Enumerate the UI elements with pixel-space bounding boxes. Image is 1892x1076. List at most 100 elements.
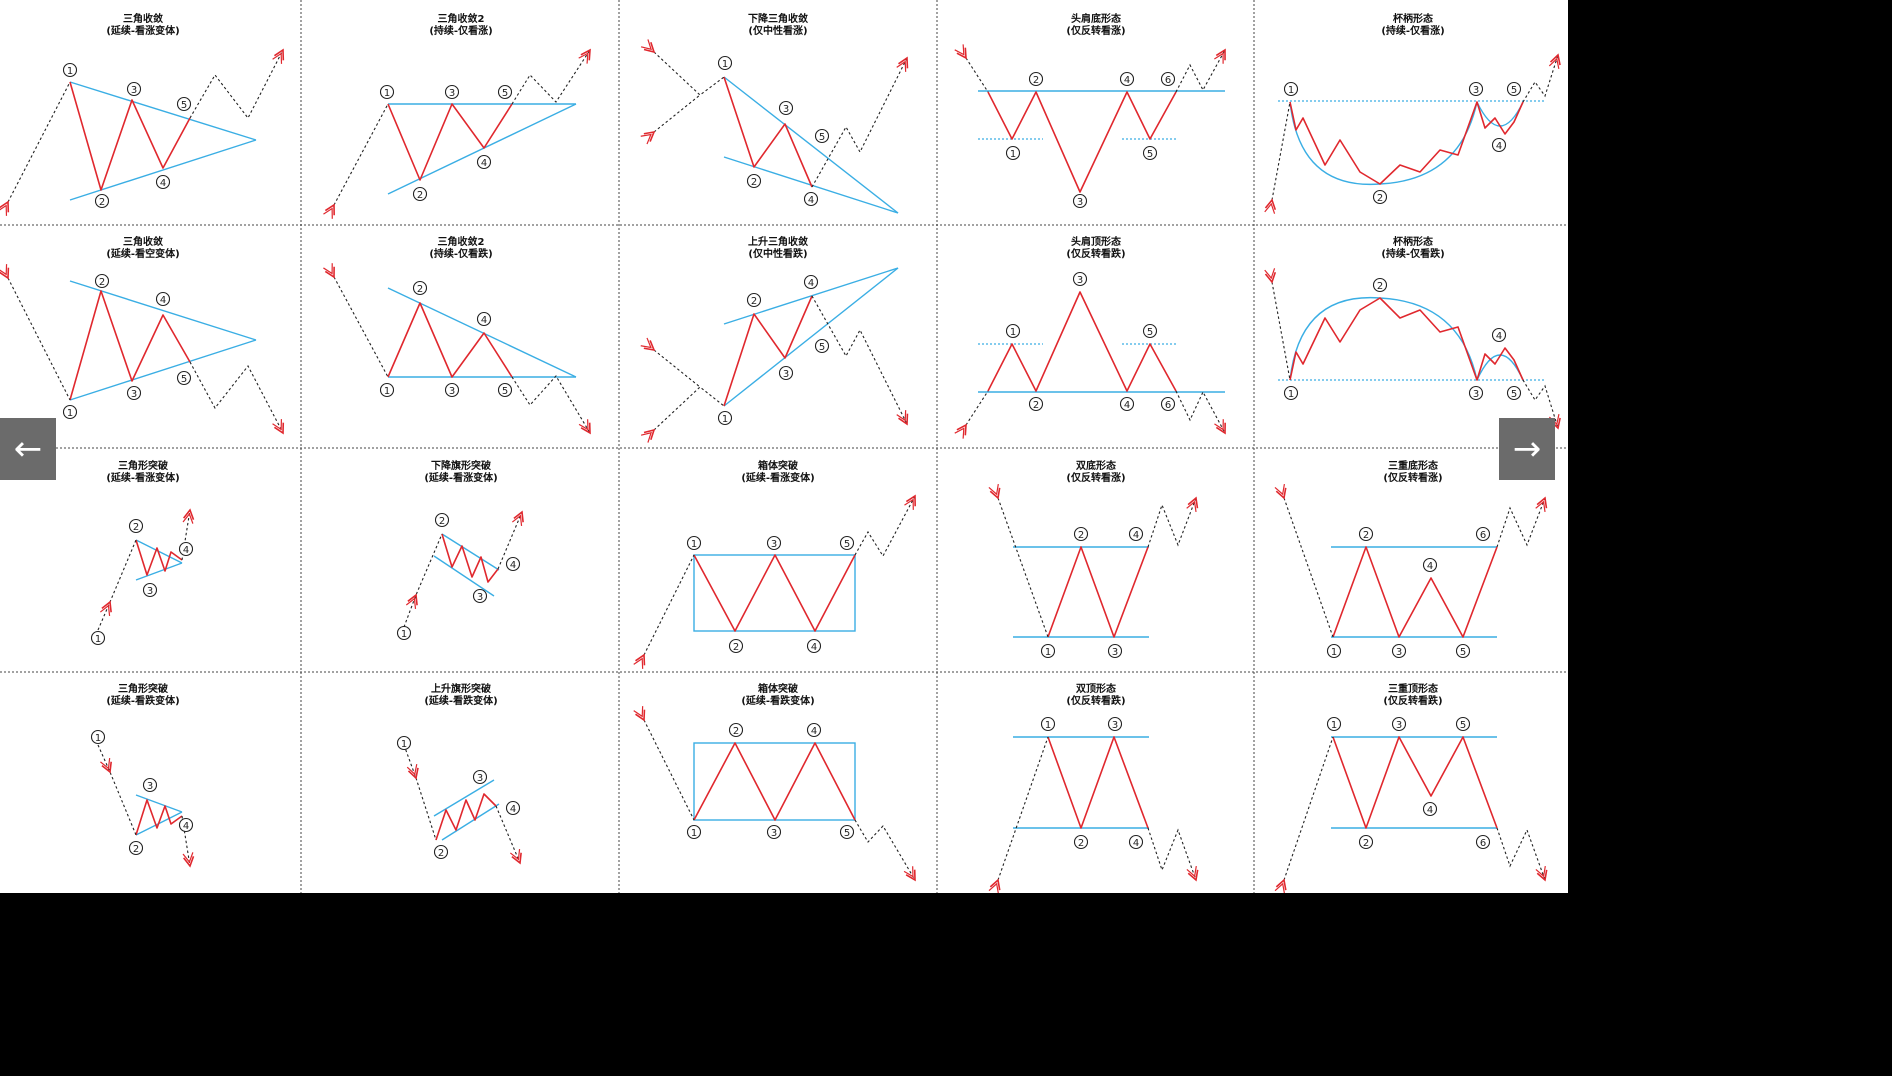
previous-image-button[interactable]: ← <box>0 418 56 480</box>
point-label: 5 <box>844 828 850 839</box>
trendline <box>433 555 495 597</box>
next-image-button[interactable]: → <box>1499 418 1555 480</box>
point-marker: 5 <box>839 824 855 840</box>
point-label: 1 <box>1045 647 1051 658</box>
arrow-head-stroke <box>956 47 967 60</box>
point-label: 3 <box>783 369 789 380</box>
pattern-triangle-bullish: 1 2 3 4 5 <box>0 48 285 216</box>
pattern-title: 下降旗形突破 <box>431 459 491 472</box>
pattern-double-bottom: 1 2 3 4 <box>988 483 1199 659</box>
pattern-title-block: 杯柄形态(持续-仅看跌) <box>1381 235 1444 260</box>
arrow-head-stroke <box>1536 496 1548 509</box>
price-path <box>333 103 389 206</box>
point-label: 4 <box>811 642 817 653</box>
pattern-subtitle: (延续-看跌变体) <box>424 694 497 707</box>
arrow-head-stroke <box>1214 419 1224 431</box>
chart-pattern-board: 三角收敛 (延续-看涨变体) 三角收敛2 (持续-仅看涨) 下降三角收敛 (仅中性看涨) 头… <box>0 0 1568 893</box>
pattern-line <box>135 539 183 576</box>
point-marker: 3 <box>126 385 142 401</box>
point-marker-ring <box>90 630 106 646</box>
point-marker-ring <box>1422 557 1438 573</box>
pattern-title: 三角收敛2 <box>438 12 485 25</box>
point-label: 1 <box>1010 149 1016 160</box>
point-label: 1 <box>1045 720 1051 731</box>
arrow-head-stroke <box>406 763 418 776</box>
point-marker: 4 <box>1422 557 1438 573</box>
price-path <box>181 509 191 561</box>
trendline <box>387 287 577 378</box>
point-label: 4 <box>1427 805 1433 816</box>
point-marker-ring <box>1506 385 1522 401</box>
price-path <box>403 744 437 841</box>
point-label: 4 <box>1133 838 1139 849</box>
cup-curve <box>1289 296 1478 381</box>
point-marker: 4 <box>803 191 819 207</box>
point-marker-ring <box>803 274 819 290</box>
point-label: 1 <box>1331 647 1337 658</box>
point-label: 2 <box>99 197 105 208</box>
point-marker-ring <box>396 625 412 641</box>
point-label: 2 <box>1033 75 1039 86</box>
pattern-title-block: 上升三角收敛(仅中性看跌) <box>748 235 808 260</box>
point-marker-ring <box>1142 145 1158 161</box>
point-marker: 3 <box>1468 81 1484 97</box>
price-path <box>511 49 591 105</box>
pattern-title: 三角形突破 <box>118 682 168 695</box>
arrow-head-stroke <box>1275 878 1287 891</box>
price-path <box>811 57 908 188</box>
point-label: 2 <box>733 726 739 737</box>
point-marker: 3 <box>766 824 782 840</box>
price-path <box>181 815 191 867</box>
pattern-rectangle-bearish: 1 2 3 4 5 <box>633 706 916 882</box>
point-label: 4 <box>481 315 487 326</box>
pattern-title-block: 下降三角收敛(仅中性看涨) <box>748 12 808 37</box>
point-marker-ring <box>155 291 171 307</box>
point-marker-ring <box>806 638 822 654</box>
point-marker-ring <box>476 154 492 170</box>
trendline <box>723 76 899 214</box>
pattern-subtitle: (延续-看跌变体) <box>741 694 814 707</box>
point-marker-ring <box>1005 323 1021 339</box>
point-marker: 2 <box>728 638 744 654</box>
cup-curve <box>1289 101 1478 186</box>
point-marker: 3 <box>444 84 460 100</box>
point-marker-ring <box>1073 526 1089 542</box>
point-marker-ring <box>1283 81 1299 97</box>
point-label: 3 <box>147 781 153 792</box>
point-marker: 6 <box>1475 526 1491 542</box>
point-marker-ring <box>728 638 744 654</box>
arrow-head-stroke <box>324 203 335 216</box>
price-path <box>1271 281 1291 381</box>
point-marker: 5 <box>1455 716 1471 732</box>
point-label: 5 <box>181 374 187 385</box>
arrow-head-stroke <box>1264 268 1276 280</box>
point-marker: 2 <box>412 186 428 202</box>
arrow-head-stroke <box>1275 487 1287 500</box>
point-label: 4 <box>1496 331 1502 342</box>
arrow-head-stroke <box>633 657 644 669</box>
pattern-title-block: 三角收敛(延续-看空变体) <box>106 235 179 260</box>
point-marker: 3 <box>1107 643 1123 659</box>
point-marker: 2 <box>434 512 450 528</box>
point-label: 4 <box>808 278 814 289</box>
point-marker-ring <box>766 535 782 551</box>
arrow-head-icon <box>323 263 335 279</box>
point-marker-ring <box>1491 327 1507 343</box>
arrow-head-stroke <box>323 263 333 275</box>
point-marker-ring <box>814 128 830 144</box>
point-marker-ring <box>472 588 488 604</box>
pattern-title: 下降三角收敛 <box>748 12 808 25</box>
point-marker: 4 <box>476 311 492 327</box>
pattern-subtitle: (仅中性看跌) <box>748 247 807 260</box>
point-marker-ring <box>94 193 110 209</box>
trendline <box>69 81 257 141</box>
arrow-head-icon <box>1186 496 1199 513</box>
point-marker: 4 <box>1422 801 1438 817</box>
point-label: 4 <box>183 545 189 556</box>
price-path <box>1283 736 1334 881</box>
arrow-head-stroke <box>578 419 589 431</box>
point-marker: 2 <box>1372 189 1388 205</box>
price-path <box>965 57 989 93</box>
point-marker-ring <box>1491 137 1507 153</box>
point-marker: 4 <box>1128 834 1144 850</box>
